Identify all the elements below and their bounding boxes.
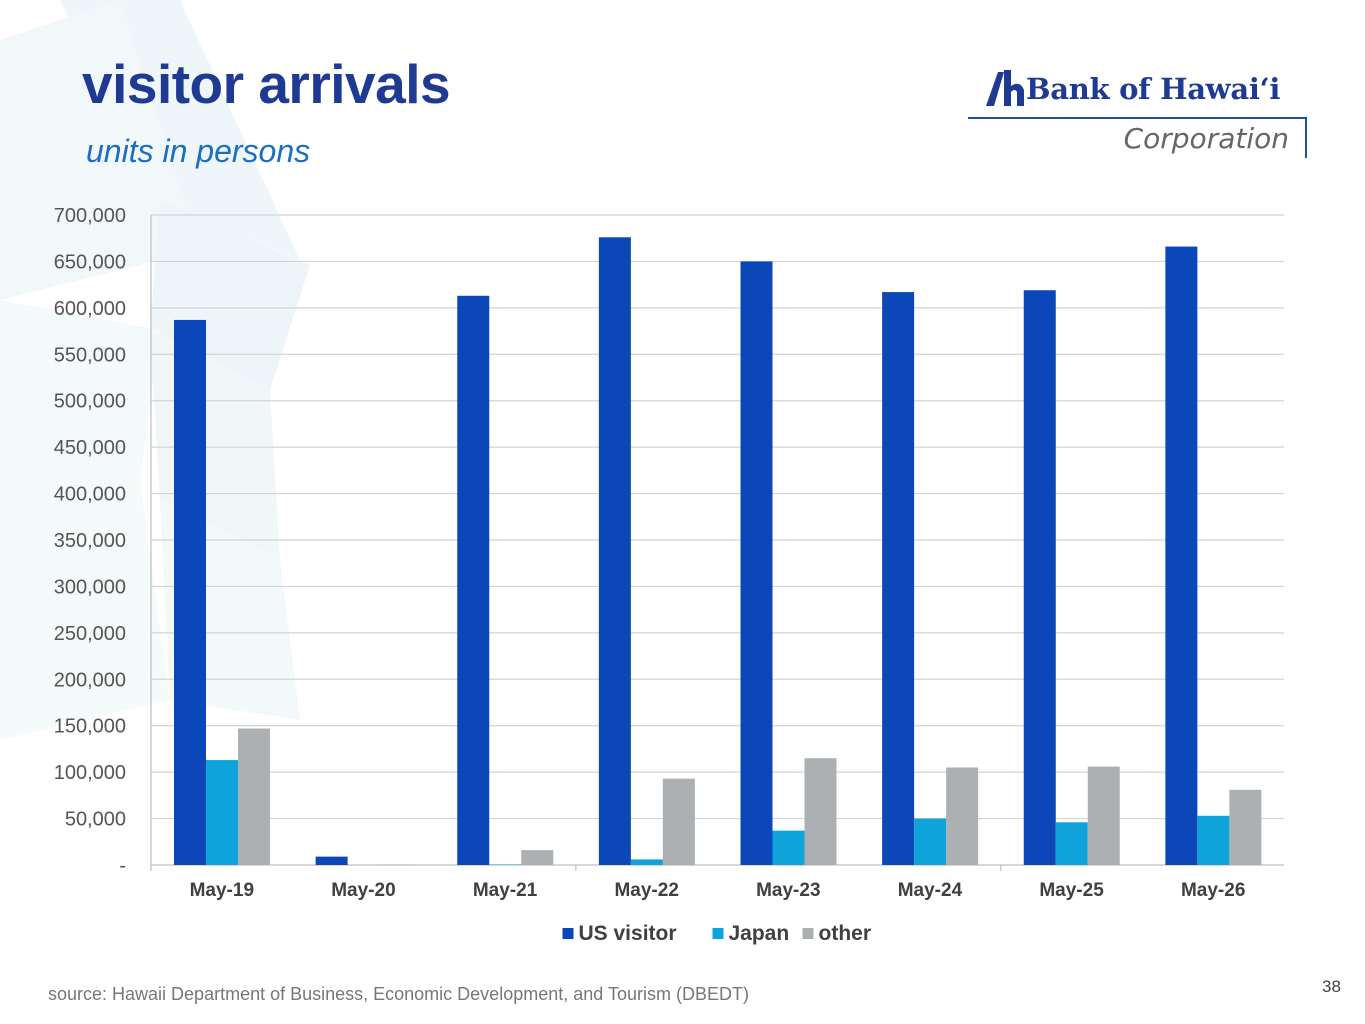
y-tick-label: 200,000 <box>54 669 126 691</box>
bar-us-visitor <box>598 237 631 866</box>
source-note: source: Hawaii Department of Business, E… <box>48 984 749 1004</box>
y-tick-label: 50,000 <box>65 809 126 831</box>
bar-chart: - 50,000 100,000 150,000 200,000 250,000 300,0… <box>54 205 1284 945</box>
legend-label: other <box>819 922 872 945</box>
legend-swatch <box>562 928 574 939</box>
bar-other <box>804 758 837 865</box>
y-tick-label: 700,000 <box>54 205 126 227</box>
bar-other <box>1087 766 1120 865</box>
bar-other <box>946 767 979 865</box>
bar-us-visitor <box>457 295 490 865</box>
x-tick-label: May-22 <box>614 880 678 901</box>
bar-japan <box>206 760 238 865</box>
page-number: 38 <box>1322 977 1341 996</box>
x-tick-label: May-25 <box>1039 880 1104 901</box>
legend-swatch <box>712 928 724 939</box>
logo-divider-vertical <box>1305 117 1307 158</box>
y-tick-label: 150,000 <box>54 716 126 738</box>
bar-japan <box>1055 822 1088 865</box>
x-tick-label: May-24 <box>898 880 963 901</box>
y-tick-label: 250,000 <box>54 623 126 645</box>
bar-us-visitor <box>174 319 206 865</box>
y-tick-label: 600,000 <box>54 298 126 320</box>
y-tick-label: 100,000 <box>54 762 126 784</box>
bar-other <box>1229 789 1262 865</box>
y-tick-label: 400,000 <box>54 484 126 506</box>
logo-divider <box>968 117 1306 119</box>
legend-label: US visitor <box>579 922 677 945</box>
bar-japan <box>630 859 663 865</box>
x-tick-label: May-21 <box>473 880 538 901</box>
y-tick-label: 500,000 <box>54 391 126 413</box>
x-tick-label: May-23 <box>756 880 820 901</box>
bank-logo-tagline: Corporation <box>1123 122 1289 155</box>
x-tick-label: May-20 <box>331 880 395 901</box>
legend-swatch <box>802 928 814 939</box>
bank-logo-name: Bank of Hawaiʻi <box>1026 72 1281 106</box>
legend-label: Japan <box>729 922 790 945</box>
bar-japan <box>914 818 947 865</box>
bar-us-visitor <box>882 292 915 866</box>
x-tick-label: May-26 <box>1181 880 1245 901</box>
bar-other <box>662 778 695 865</box>
bar-us-visitor <box>1165 246 1198 866</box>
page-subtitle: units in persons <box>86 133 311 169</box>
bank-logo: Bank of Hawaiʻi Corporation <box>968 62 1313 162</box>
y-tick-label: 550,000 <box>54 344 126 366</box>
x-tick-label: May-19 <box>190 880 254 901</box>
bank-logo-mark-icon <box>986 70 1024 106</box>
bar-japan <box>1197 815 1230 865</box>
y-tick-label: 450,000 <box>54 437 126 459</box>
y-tick-label: 300,000 <box>54 576 126 598</box>
bar-japan <box>772 830 805 865</box>
bar-other <box>521 850 554 865</box>
y-tick-label: - <box>119 855 126 877</box>
bar-us-visitor <box>740 261 773 865</box>
bar-other <box>238 728 270 865</box>
bar-us-visitor <box>315 856 348 865</box>
page-title: visitor arrivals <box>82 53 451 115</box>
bar-us-visitor <box>1023 290 1056 865</box>
y-tick-label: 650,000 <box>54 251 126 273</box>
y-tick-label: 350,000 <box>54 530 126 552</box>
